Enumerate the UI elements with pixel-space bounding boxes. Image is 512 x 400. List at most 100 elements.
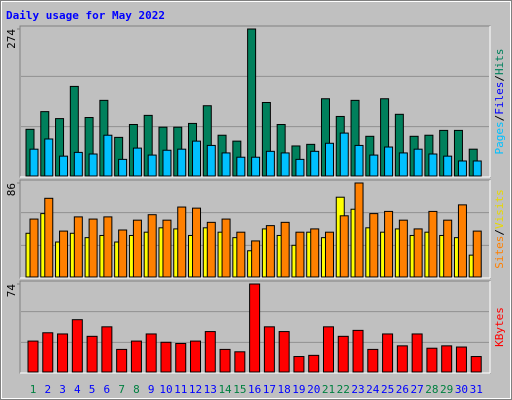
bar — [204, 331, 216, 373]
bar — [398, 152, 408, 177]
legend-entry: Files — [493, 82, 506, 115]
bar — [86, 335, 98, 373]
x-tick-label: 26 — [396, 383, 409, 396]
bar — [59, 155, 69, 177]
legend-entry: Pages — [493, 121, 506, 154]
bar — [57, 333, 69, 373]
x-tick-label: 21 — [322, 383, 335, 396]
bar — [73, 216, 83, 278]
bar — [73, 151, 83, 177]
x-tick-label: 5 — [89, 383, 96, 396]
bar — [44, 138, 54, 177]
bar — [101, 326, 113, 373]
bar — [219, 348, 231, 373]
chart-title: Daily usage for May 2022 — [6, 9, 165, 22]
bar — [162, 149, 172, 177]
y-tick-label: 274 — [5, 29, 18, 49]
x-tick-label: 3 — [59, 383, 66, 396]
bar — [470, 356, 482, 373]
bar — [384, 210, 394, 278]
bar — [118, 158, 128, 177]
bar — [398, 219, 408, 278]
bar — [192, 207, 202, 278]
bar — [352, 329, 364, 373]
legend-separator: / — [493, 115, 506, 122]
bar — [27, 340, 39, 373]
bar — [322, 326, 334, 373]
x-tick-label: 4 — [74, 383, 81, 396]
bar — [324, 231, 334, 278]
legend: Pages/Files/Hits — [493, 49, 506, 155]
bar — [310, 150, 320, 177]
bar — [130, 340, 142, 373]
bar — [251, 240, 261, 278]
bar — [265, 225, 275, 278]
bar — [293, 356, 305, 373]
bar — [339, 132, 349, 177]
bar — [324, 142, 334, 177]
bar — [426, 347, 438, 373]
bar — [29, 148, 39, 177]
x-tick-label: 12 — [189, 383, 202, 396]
x-tick-label: 18 — [278, 383, 291, 396]
bar — [443, 219, 453, 278]
bar — [428, 153, 438, 177]
x-tick-label: 15 — [233, 383, 246, 396]
bar — [29, 218, 39, 278]
x-tick-label: 7 — [118, 383, 125, 396]
bar — [88, 218, 98, 278]
x-tick-label: 28 — [425, 383, 438, 396]
bar — [278, 331, 290, 373]
bar — [413, 148, 423, 177]
bar — [308, 354, 320, 373]
bar — [160, 341, 172, 373]
bar — [177, 148, 187, 177]
x-tick-label: 14 — [218, 383, 232, 396]
x-tick-label: 13 — [204, 383, 217, 396]
bar — [147, 154, 157, 177]
bar — [472, 230, 482, 278]
bar — [59, 230, 69, 278]
legend-entry: Visits — [493, 189, 506, 229]
bar — [71, 319, 83, 373]
legend-entry: KBytes — [493, 307, 506, 347]
x-tick-label: 6 — [104, 383, 111, 396]
bar — [236, 156, 246, 177]
x-tick-label: 27 — [411, 383, 424, 396]
bar — [413, 228, 423, 278]
x-tick-label: 22 — [337, 383, 350, 396]
x-tick-label: 29 — [440, 383, 453, 396]
bar — [116, 348, 128, 373]
bar — [42, 332, 54, 373]
bar — [247, 28, 257, 177]
bar — [384, 146, 394, 177]
x-tick-label: 31 — [470, 383, 483, 396]
bar — [147, 214, 157, 278]
legend-entry: Sites — [493, 236, 506, 269]
bar — [441, 345, 453, 373]
bar — [354, 182, 364, 278]
bar — [396, 345, 408, 373]
x-tick-label: 20 — [307, 383, 320, 396]
bar — [263, 326, 275, 373]
bar — [44, 197, 54, 278]
bar — [132, 147, 142, 177]
legend: KBytes — [493, 307, 506, 347]
legend: Sites/Visits — [493, 189, 506, 269]
x-tick-label: 30 — [455, 383, 468, 396]
bar — [382, 333, 394, 373]
bar — [337, 335, 349, 373]
bar — [192, 140, 202, 177]
bar — [457, 160, 467, 177]
bar — [339, 215, 349, 278]
x-tick-label: 11 — [174, 383, 187, 396]
bar — [234, 351, 246, 373]
bar — [280, 221, 290, 278]
bar — [132, 219, 142, 278]
x-tick-label: 16 — [248, 383, 261, 396]
x-tick-label: 25 — [381, 383, 394, 396]
x-tick-label: 1 — [30, 383, 37, 396]
x-tick-label: 2 — [44, 383, 51, 396]
